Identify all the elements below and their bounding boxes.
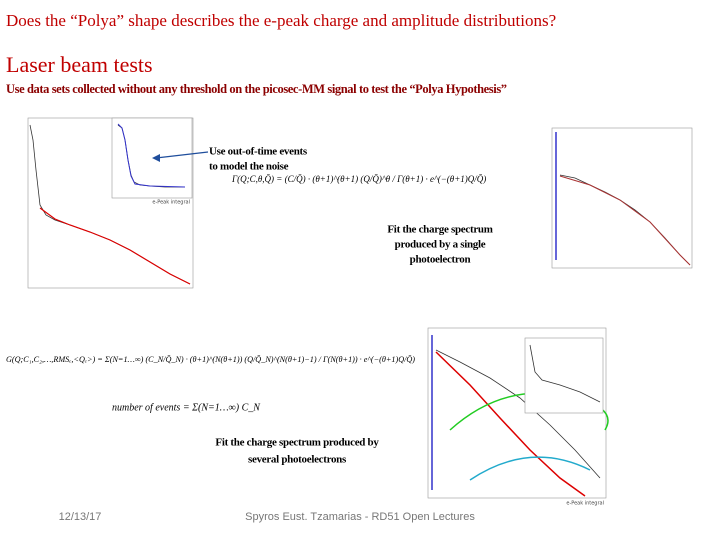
footer-date: 12/13/17 (59, 511, 102, 523)
heading: Laser beam tests (6, 52, 153, 77)
annotation: Fit the charge spectrum (387, 224, 492, 236)
annotation: several photoelectrons (248, 454, 347, 466)
annotation: Fit the charge spectrum produced by (215, 437, 379, 449)
subtitle: Use data sets collected without any thre… (6, 82, 507, 96)
plot-several: e-Peak integral (427, 327, 609, 507)
formula: Γ(Q;C,θ,Q̄) = (C/Q̄) · (θ+1)^(θ+1) (Q/Q̄… (231, 174, 486, 184)
component-3 (469, 456, 591, 481)
inset-histogram (529, 344, 601, 403)
arrow (155, 151, 209, 159)
title: Does the “Polya” shape describes the e-p… (6, 11, 556, 30)
fit-curve (39, 207, 191, 285)
annotation: to model the noise (209, 161, 289, 173)
component-1 (435, 351, 586, 497)
histogram (435, 349, 601, 479)
inset-frame (524, 337, 604, 414)
axis-label: e-Peak integral (152, 200, 190, 206)
footer-credit: Spyros Eust. Tzamarias - RD51 Open Lectu… (245, 511, 475, 523)
plot-noise: e-Peak integral (27, 117, 194, 289)
inset-fit (117, 123, 186, 188)
formula: G(Q;C₁,C₂,…,RMSₑ,<Qₑ>) = Σ(N=1…∞) (C_N/Q… (6, 355, 415, 364)
annotation: produced by a single (395, 239, 486, 251)
plot-frame (551, 127, 693, 269)
axis-label: e-Peak integral (566, 501, 604, 507)
formula: number of events = Σ(N=1…∞) C_N (112, 402, 261, 413)
annotation: photoelectron (410, 254, 471, 266)
arrow-head (152, 154, 160, 162)
fit-curve (559, 175, 691, 266)
annotation: Use out-of-time events (209, 146, 308, 158)
plot-single (551, 127, 693, 269)
